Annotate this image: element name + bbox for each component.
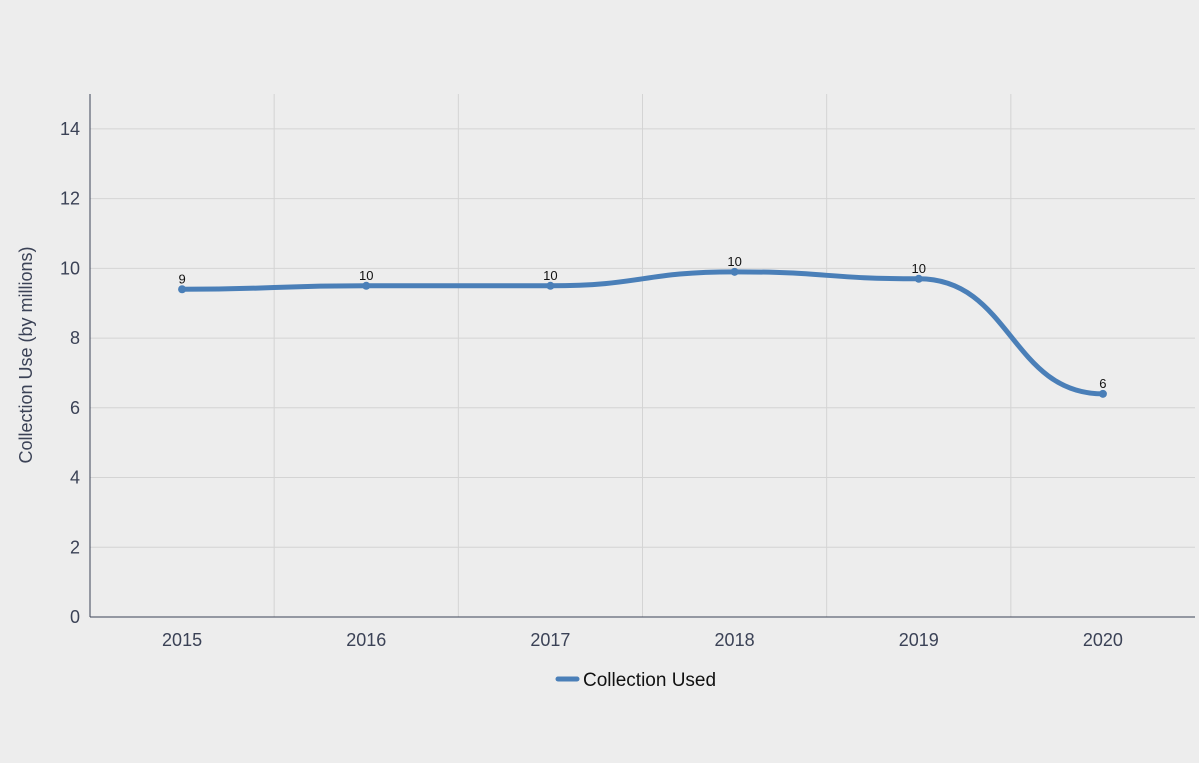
- data-point[interactable]: [1098, 389, 1107, 398]
- legend[interactable]: Collection Used: [555, 670, 716, 691]
- x-tick-label: 2016: [346, 630, 386, 650]
- axes: [89, 94, 1195, 618]
- data-label: 10: [359, 268, 373, 283]
- y-tick-label: 6: [70, 398, 80, 418]
- data-labels: 9 10 10 10 10 6: [178, 254, 1106, 391]
- x-tick-labels: 2015 2016 2017 2018 2019 2020: [162, 630, 1123, 650]
- y-tick-label: 2: [70, 537, 80, 557]
- legend-label: Collection Used: [583, 670, 716, 691]
- x-tick-label: 2017: [530, 630, 570, 650]
- data-label: 10: [912, 261, 926, 276]
- y-tick-label: 4: [70, 468, 80, 488]
- y-tick-label: 0: [70, 607, 80, 627]
- data-point[interactable]: [178, 285, 187, 294]
- y-axis-title: Collection Use (by millions): [16, 246, 36, 463]
- x-tick-label: 2015: [162, 630, 202, 650]
- x-tick-label: 2018: [715, 630, 755, 650]
- y-tick-label: 8: [70, 328, 80, 348]
- data-point[interactable]: [730, 267, 739, 276]
- data-point[interactable]: [362, 281, 371, 290]
- y-tick-label: 14: [60, 119, 80, 139]
- x-tick-label: 2019: [899, 630, 939, 650]
- grid: [90, 94, 1195, 617]
- data-point[interactable]: [546, 281, 555, 290]
- series-line: [179, 269, 1106, 397]
- data-label: 10: [543, 268, 557, 283]
- y-tick-label: 10: [60, 258, 80, 278]
- x-tick-label: 2020: [1083, 630, 1123, 650]
- y-tick-labels: 0 2 4 6 8 10 12 14: [60, 119, 80, 627]
- data-label: 10: [727, 254, 741, 269]
- y-tick-label: 12: [60, 189, 80, 209]
- data-label: 6: [1099, 376, 1106, 391]
- data-label: 9: [178, 271, 185, 286]
- series: [178, 267, 1107, 398]
- data-point[interactable]: [914, 274, 923, 283]
